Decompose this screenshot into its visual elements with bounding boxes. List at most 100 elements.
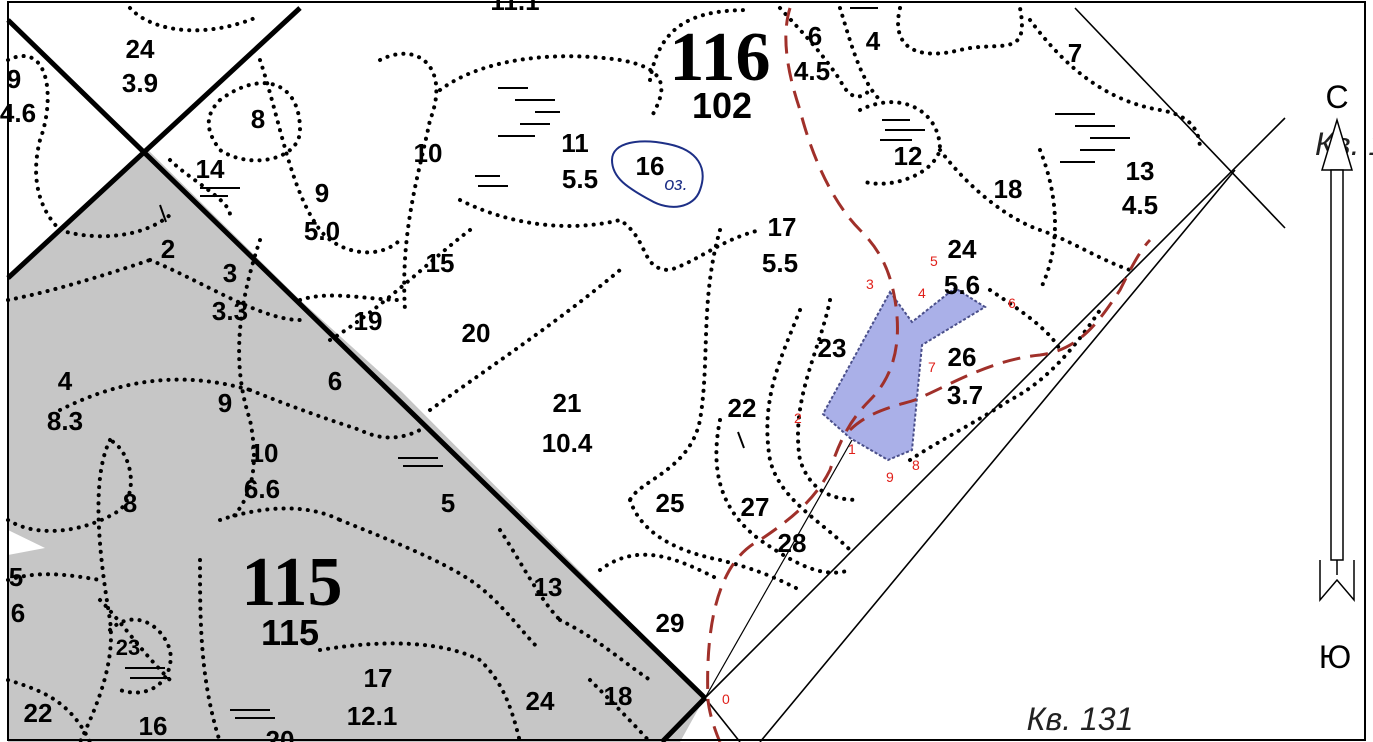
stand-area: 12.1	[347, 701, 398, 731]
quarter-115-area: 115	[261, 612, 319, 653]
boundary-thin-2	[704, 117, 1286, 699]
plot-point-9: 9	[886, 469, 894, 485]
stand-area: 3.3	[212, 296, 248, 326]
stand-line	[428, 268, 622, 412]
compass-north: С	[1325, 79, 1348, 115]
stand-number: 23	[818, 333, 847, 363]
stand-number: 24	[126, 34, 155, 64]
stand-number: 16	[139, 711, 168, 741]
stand-area: 4.5	[1122, 190, 1158, 220]
stand-area: 3.7	[947, 380, 983, 410]
stand-line	[58, 377, 252, 412]
stand-number: 22	[728, 393, 757, 423]
stand-number: 20	[266, 725, 295, 742]
stand-number: 9	[7, 64, 21, 94]
stand-line	[318, 641, 522, 742]
plot-point-2: 2	[794, 410, 802, 426]
plot-point-5: 5	[930, 253, 938, 269]
stand-number: 13	[534, 572, 563, 602]
quarter-131-label: Кв. 131	[1027, 701, 1134, 737]
stand-number: 8	[251, 104, 265, 134]
stand-line	[648, 8, 752, 82]
stand-number: 11	[561, 128, 589, 158]
compass: С Ю	[1319, 79, 1355, 675]
stand-number: 26	[948, 342, 977, 372]
unshaded-notch	[8, 530, 45, 555]
stand-line	[6, 54, 62, 232]
stand-line	[258, 58, 402, 255]
lake-outline	[610, 140, 704, 208]
stand-line	[598, 552, 722, 582]
stand-line	[6, 678, 92, 742]
stand-number: 15	[426, 248, 455, 278]
stand-line	[908, 308, 1102, 462]
stand-area: 5.5	[562, 164, 598, 194]
swamp-hatching	[125, 7, 1130, 719]
stand-boundaries	[6, 6, 1202, 742]
stand-number: 20	[462, 318, 491, 348]
stand-number: 9	[218, 388, 232, 418]
stand-number: 8	[123, 488, 137, 518]
trail-branch	[848, 238, 1152, 432]
stand-line	[765, 308, 852, 552]
stand-line	[896, 6, 1024, 56]
stand-number: 6	[328, 366, 342, 396]
traverse-line	[704, 439, 853, 699]
boundary-thin-3	[704, 697, 741, 742]
stand-area: 4.6	[0, 98, 36, 128]
plot-point-4: 4	[918, 285, 926, 301]
stand-line	[778, 6, 872, 99]
stand-line	[298, 293, 402, 302]
stand-area: 5.6	[944, 270, 980, 300]
plot-point-3: 3	[866, 276, 874, 292]
plot-point-6: 6	[1008, 295, 1016, 311]
stand-line	[6, 438, 133, 533]
stand-number: 14	[196, 154, 225, 184]
trail	[706, 7, 1152, 742]
stand-line	[228, 238, 262, 522]
stand-number: 22	[24, 698, 53, 728]
plot-point-1: 1	[848, 441, 856, 457]
compass-south: Ю	[1319, 639, 1351, 675]
stand-number: 9	[315, 178, 329, 208]
stand-line	[148, 258, 302, 322]
stand-number: 5	[441, 488, 455, 518]
stand-line	[58, 213, 172, 239]
plot-area	[821, 286, 987, 462]
stand-line	[438, 54, 664, 122]
stand-area: 5.0	[304, 216, 340, 246]
plot-point-7: 7	[928, 359, 936, 375]
stand-area: 6.6	[244, 474, 280, 504]
stand-line	[1038, 148, 1057, 292]
stand-number: 18	[994, 174, 1023, 204]
stand-number: 4	[866, 26, 881, 56]
stand-line	[198, 558, 222, 742]
stand-number: 13	[1126, 156, 1155, 186]
stand-number: 16	[636, 151, 665, 181]
quarter-boundaries	[6, 6, 1286, 742]
stand-area: 10.4	[542, 428, 593, 458]
plot-point-labels: 0 1 2 3 4 5 6 7 8 9	[722, 253, 1016, 707]
stand-number: 17	[768, 212, 797, 242]
quarter-labels: 116 102 115 115 Кв. 132 Кв. 131 11.1	[241, 0, 1373, 737]
stand-line	[128, 6, 257, 33]
plot-point-0: 0	[722, 691, 730, 707]
tick-mark	[159, 204, 167, 223]
stand-line	[558, 618, 652, 682]
quarter-116-number: 116	[669, 19, 770, 96]
stand-number: 5	[9, 562, 23, 592]
stand-line	[498, 528, 562, 622]
stand-line	[588, 678, 652, 742]
quarter-115-area	[8, 150, 705, 742]
stand-number: 10	[250, 438, 279, 468]
stand-area: 5.5	[762, 248, 798, 278]
stand-number: 24	[948, 234, 977, 264]
stand-labels: 24 3.9 9 4.6 8 14 2 9 5.0 10 11 5.5 16 6…	[0, 21, 1158, 742]
tick-mark	[737, 431, 745, 449]
stand-number: 4	[58, 366, 73, 396]
stand-number: 17	[364, 663, 393, 693]
stand-line	[108, 617, 173, 695]
top-partial-label: 11.1	[490, 0, 539, 16]
stand-number: 24	[526, 686, 555, 716]
plot-point-8: 8	[912, 457, 920, 473]
